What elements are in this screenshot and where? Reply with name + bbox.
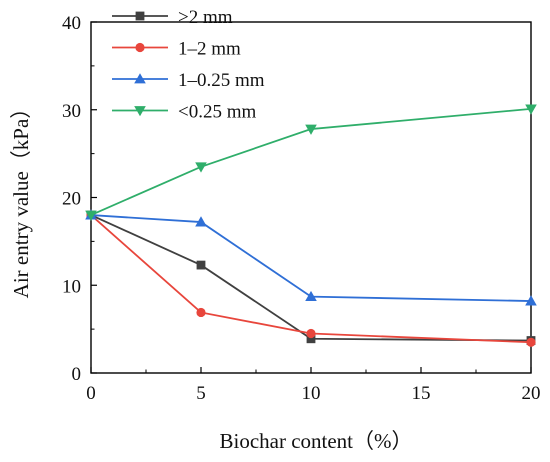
legend-item: 1–0.25 mm	[112, 70, 265, 91]
legend-label: 1–2 mm	[178, 39, 241, 60]
x-tick-label: 20	[522, 383, 541, 404]
plot-frame	[90, 21, 532, 374]
data-point	[306, 328, 316, 339]
data-point	[305, 290, 317, 302]
data-point	[306, 334, 316, 344]
x-tick-label: 15	[412, 383, 431, 404]
series-line	[90, 214, 532, 344]
legend-item: <0.25 mm	[112, 102, 256, 123]
series-2	[86, 210, 536, 347]
series-line	[90, 107, 532, 216]
series-layer	[85, 104, 537, 347]
plot-border	[90, 21, 532, 374]
data-point	[525, 295, 537, 306]
x-tick-label: 5	[196, 383, 206, 404]
y-tick-label: 20	[62, 189, 81, 210]
series-line	[90, 214, 532, 302]
legend-marker	[135, 42, 145, 53]
legend-marker	[134, 73, 146, 84]
x-tick-label: 0	[86, 383, 96, 404]
x-tick-label: 10	[302, 383, 321, 404]
legend-item: >2 mm	[112, 7, 233, 28]
data-point	[305, 124, 317, 135]
y-axis-title: Air entry value（kPa）	[9, 98, 33, 299]
x-axis: 0 5 10 15 20	[86, 367, 541, 404]
data-point	[196, 260, 206, 270]
data-point	[195, 162, 207, 173]
legend-item: 1–2 mm	[112, 39, 241, 60]
y-tick-label: 10	[62, 276, 81, 297]
legend-label: >2 mm	[178, 7, 233, 28]
y-tick-label: 0	[72, 364, 82, 385]
data-point	[85, 210, 97, 221]
data-point	[525, 104, 537, 115]
y-tick-label: 40	[62, 13, 81, 34]
data-point	[526, 337, 536, 347]
legend: >2 mm 1–2 mm 1–0.25 mm <0.25 mm	[112, 7, 265, 123]
legend-label: 1–0.25 mm	[178, 70, 265, 91]
x-axis-title: Biochar content（%）	[219, 429, 412, 453]
series-1	[86, 210, 536, 345]
y-axis: 0 10 20 30 40	[62, 13, 97, 385]
legend-marker	[135, 11, 145, 21]
legend-label: <0.25 mm	[178, 102, 256, 123]
y-tick-label: 30	[62, 101, 81, 122]
series-4	[85, 104, 537, 221]
data-point	[195, 216, 207, 227]
series-3	[85, 209, 537, 306]
series-line	[90, 214, 532, 342]
legend-marker	[134, 106, 146, 117]
data-point	[196, 307, 206, 318]
